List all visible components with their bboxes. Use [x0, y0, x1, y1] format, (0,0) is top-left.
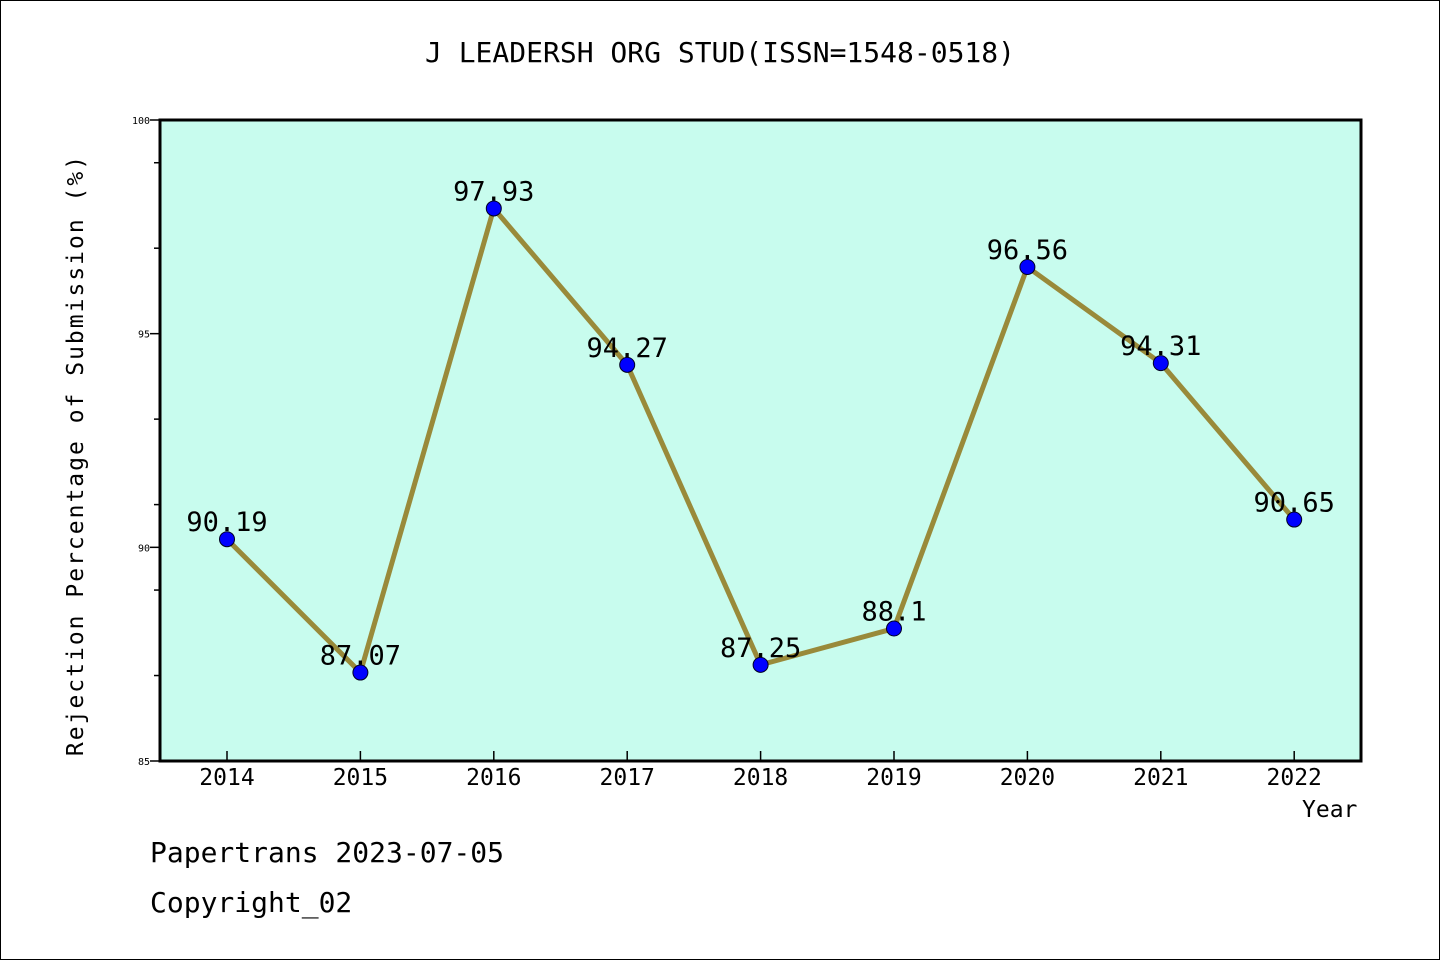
- data-point: [1152, 355, 1169, 372]
- data-point: [752, 656, 769, 673]
- y-tick-label: 85: [138, 757, 150, 768]
- chart-title: J LEADERSH ORG STUD(ISSN=1548-0518): [424, 36, 1015, 69]
- plot-area: [158, 118, 1363, 763]
- data-point: [619, 356, 636, 373]
- data-labels: 90.19 87.07 97.93 94.27 87.25 88.1 96.56 94.31 9…: [186, 176, 1334, 671]
- x-tick-label: 2017: [600, 765, 655, 791]
- data-point: [1286, 511, 1303, 528]
- data-label: 94.27: [587, 333, 668, 364]
- footer-copyright: Copyright_02: [150, 886, 353, 919]
- y-tick-label: 100: [132, 116, 150, 127]
- data-point: [352, 664, 369, 681]
- y-axis: 85 90 95 100: [132, 116, 160, 768]
- x-tick-label: 2020: [1000, 765, 1055, 791]
- data-point: [886, 620, 902, 637]
- x-tick-label: 2016: [466, 765, 521, 791]
- data-point: [219, 531, 235, 548]
- data-label: 87.07: [320, 641, 401, 672]
- data-label: 90.65: [1254, 488, 1335, 519]
- data-label: 94.31: [1120, 331, 1201, 362]
- x-tick-label: 2018: [733, 765, 788, 791]
- y-tick-label: 95: [138, 330, 150, 341]
- footer-date-stamp: Papertrans 2023-07-05: [150, 836, 505, 869]
- x-tick-label: 2021: [1133, 765, 1188, 791]
- data-point: [1019, 259, 1036, 276]
- data-label: 87.25: [720, 633, 801, 664]
- data-point: [485, 200, 502, 217]
- data-label: 88.1: [861, 597, 926, 628]
- x-tick-label: 2015: [333, 765, 388, 791]
- data-label: 96.56: [987, 235, 1068, 266]
- y-axis-label: Rejection Percentage of Submission (%): [63, 153, 89, 757]
- data-label: 90.19: [186, 507, 267, 538]
- y-tick-label: 90: [138, 543, 150, 554]
- x-axis-label: Year: [1302, 797, 1358, 823]
- data-markers: [219, 200, 1303, 681]
- x-axis: 2014 2015 2016 2017 2018 2019 2020 2021 2022: [199, 751, 1322, 791]
- x-tick-label: 2014: [199, 765, 254, 791]
- x-tick-label: 2019: [866, 765, 921, 791]
- data-label: 97.93: [453, 176, 534, 207]
- x-tick-label: 2022: [1267, 765, 1322, 791]
